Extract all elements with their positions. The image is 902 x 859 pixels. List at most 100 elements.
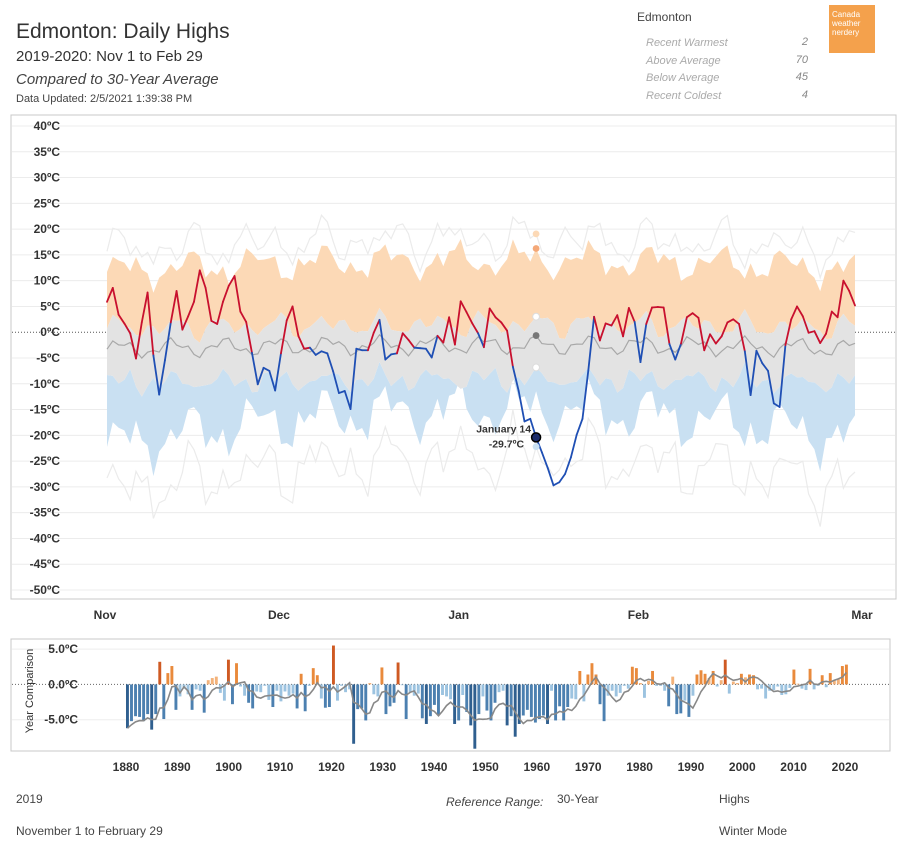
- y-tick-label: -5.0ºC: [44, 713, 78, 727]
- x-tick-label: Dec: [268, 608, 290, 622]
- daily-high-segment: [262, 366, 271, 372]
- year-bar: [400, 684, 404, 686]
- daily-high-segment: [140, 291, 149, 324]
- daily-high-segment: [338, 390, 346, 394]
- year-bar: [533, 684, 537, 723]
- daily-high-segment: [436, 334, 445, 344]
- daily-high-segment: [471, 322, 480, 335]
- daily-high-segment: [709, 333, 717, 345]
- y-tick-label: 5.0ºC: [48, 642, 78, 656]
- daily-high-segment: [181, 315, 190, 331]
- daily-high-segment: [784, 318, 793, 347]
- daily-high-segment: [645, 306, 653, 325]
- year-bar: [210, 678, 214, 685]
- year-comparison-chart[interactable]: 5.0ºC 0.0ºC -5.0ºC 1880 1890 1900 1910 1920 193…: [0, 636, 902, 786]
- year-bar: [602, 684, 606, 722]
- stat-value-recent-warmest: 2: [801, 36, 808, 48]
- year-bar: [800, 684, 804, 689]
- record-low-line: [106, 409, 856, 527]
- range-marker: [532, 332, 540, 339]
- year-bar: [319, 684, 323, 699]
- daily-high-segment: [680, 316, 688, 345]
- stat-label-below-average[interactable]: Below Average: [646, 72, 720, 84]
- year-bar: [194, 684, 198, 690]
- daily-high-segment: [651, 306, 659, 309]
- daily-high-segment: [807, 330, 816, 334]
- year-bar: [748, 674, 751, 685]
- selected-day-marker: [530, 432, 542, 443]
- daily-high-segment: [691, 312, 700, 319]
- stat-label-recent-warmest[interactable]: Recent Warmest: [646, 37, 728, 49]
- year-bar: [727, 684, 731, 694]
- year-bar: [501, 684, 505, 691]
- daily-high-segment: [343, 390, 352, 410]
- daily-high-segment: [726, 318, 735, 324]
- y-tick-label: -15ºC: [30, 403, 61, 417]
- daily-high-segment: [755, 349, 764, 365]
- year-bar: [392, 684, 396, 703]
- year-bar: [550, 684, 554, 691]
- daily-high-segment: [714, 335, 723, 345]
- year-bar: [465, 684, 469, 712]
- year-bar: [303, 684, 307, 712]
- daily-high-segment: [772, 402, 781, 408]
- daily-high-segment: [749, 349, 758, 397]
- range-marker: [532, 443, 540, 451]
- year-bar: [643, 684, 646, 698]
- daily-high-segment: [506, 329, 514, 368]
- year-bar: [356, 684, 360, 710]
- stat-label-above-average[interactable]: Above Average: [646, 55, 721, 67]
- daily-high-segment: [326, 352, 335, 373]
- year-bar: [525, 684, 529, 710]
- year-bar: [453, 684, 457, 724]
- year-bar: [776, 684, 780, 687]
- year-bar: [481, 684, 485, 697]
- daily-high-segment: [604, 322, 613, 327]
- year-bar: [126, 684, 129, 729]
- year-bar: [582, 684, 586, 702]
- daily-high-segment: [662, 306, 671, 345]
- year-bar: [323, 684, 327, 708]
- daily-high-segment: [488, 307, 497, 319]
- daily-high-segment: [164, 321, 172, 361]
- year-bar: [206, 680, 210, 685]
- metric-selector[interactable]: Highs: [719, 792, 750, 806]
- daily-high-segment: [627, 307, 636, 323]
- year-bar: [651, 670, 654, 685]
- city-name: Edmonton: [637, 10, 692, 24]
- annotation-value: -29.7ºC: [489, 438, 525, 450]
- daily-high-segment: [204, 286, 213, 322]
- mode-selector[interactable]: Winter Mode: [719, 824, 788, 838]
- year-bar: [562, 684, 566, 721]
- x-tick-label: 1940: [421, 760, 448, 774]
- daily-high-segment: [227, 275, 236, 287]
- daily-high-segment: [720, 321, 729, 338]
- daily-high-segment: [598, 322, 607, 342]
- daily-high-segment: [210, 319, 219, 325]
- daily-high-segment: [587, 315, 595, 372]
- daily-high-segment: [297, 334, 306, 350]
- daily-high-segment: [152, 354, 161, 396]
- year-bar: [239, 684, 243, 687]
- x-tick-label: 1970: [575, 760, 602, 774]
- daily-high-segment: [610, 314, 619, 327]
- y-tick-label: -10ºC: [30, 377, 61, 391]
- x-tick-label: 1880: [113, 760, 140, 774]
- year-bar: [586, 674, 590, 685]
- daily-high-segment: [639, 323, 648, 364]
- reference-range-selector[interactable]: 30-Year: [557, 792, 599, 806]
- year-bar: [663, 684, 667, 691]
- period-selector[interactable]: November 1 to February 29: [16, 824, 163, 838]
- season-selector[interactable]: 2019: [16, 792, 43, 806]
- year-bar: [723, 659, 727, 685]
- daily-high-segment: [320, 350, 329, 355]
- year-bar: [489, 684, 493, 721]
- stat-label-recent-coldest[interactable]: Recent Coldest: [646, 90, 722, 102]
- y-tick-label: 5ºC: [40, 299, 60, 313]
- daily-high-segment: [482, 307, 491, 349]
- year-bar: [384, 684, 388, 715]
- y-tick-label: -50ºC: [30, 583, 61, 597]
- daily-highs-chart[interactable]: 40ºC 35ºC 30ºC 25ºC 20ºC 15ºC 10ºC 5ºC 0ºC -5ºC -1…: [0, 112, 902, 632]
- canada-weather-nerdery-logo[interactable]: Canada weather nerdery: [829, 5, 875, 53]
- daily-high-segment: [390, 352, 398, 356]
